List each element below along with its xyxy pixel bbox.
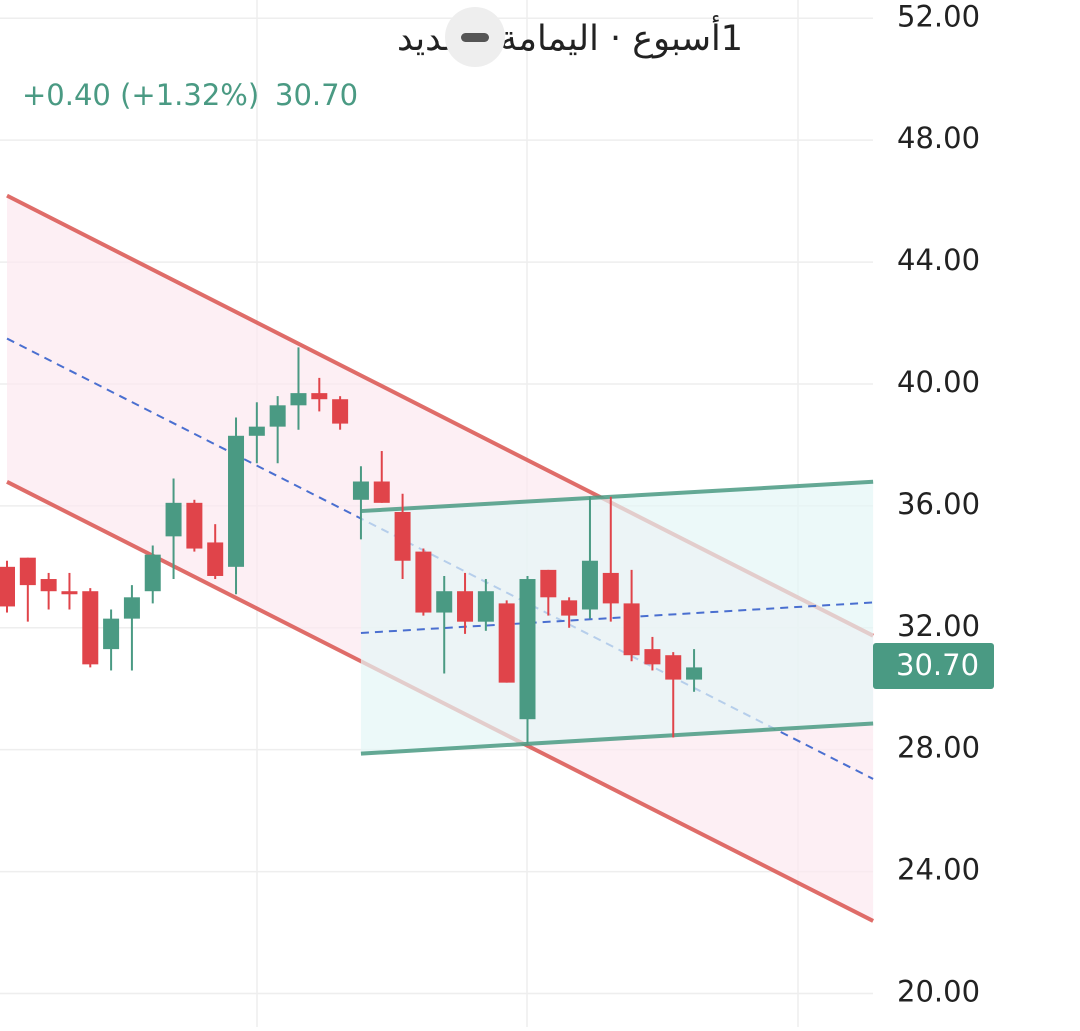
candle-body	[540, 569, 557, 598]
y-tick-label: 40.00	[897, 365, 980, 399]
price-tag	[873, 643, 994, 689]
y-tick-label: 24.00	[897, 853, 980, 887]
candle-body	[686, 667, 703, 680]
candle-body	[373, 481, 390, 503]
y-tick-label: 20.00	[897, 974, 980, 1008]
candle-body	[165, 502, 182, 537]
last-price: 30.70	[275, 78, 358, 112]
candle-body	[40, 579, 57, 592]
y-axis: 20.00 24.00 28.00 32.00 36.00 40.00 44.00 48.00…	[897, 0, 980, 1008]
candle-body	[602, 572, 619, 604]
y-tick-label: 36.00	[897, 487, 980, 521]
channels	[6, 193, 875, 923]
candle-body	[623, 603, 640, 656]
channel-mid	[360, 601, 874, 634]
channel-mid	[6, 337, 874, 780]
candle-body	[61, 591, 78, 595]
candle-body	[123, 597, 140, 619]
candle-body	[269, 405, 286, 427]
candle-body	[19, 557, 36, 586]
candle-body	[436, 591, 453, 613]
y-tick-label: 52.00	[897, 0, 980, 33]
candle-body	[0, 566, 15, 607]
candle-body	[415, 551, 432, 613]
channel-upper	[360, 479, 874, 514]
channel-lower	[360, 721, 874, 756]
candle-body	[144, 554, 161, 592]
candle-body	[519, 579, 536, 720]
change: +0.40 (+1.32%)	[22, 78, 259, 112]
candle-body	[290, 393, 307, 406]
y-tick-label: 48.00	[897, 121, 980, 155]
candle-body	[581, 560, 598, 610]
collapse-icon	[461, 33, 489, 42]
candle-body	[477, 591, 494, 622]
candle-body	[457, 591, 474, 622]
candle-body	[311, 393, 328, 400]
candle-body	[561, 600, 578, 616]
candle-body	[82, 591, 99, 665]
candles	[0, 347, 703, 744]
candle-body	[498, 603, 515, 683]
y-tick-label: 28.00	[897, 731, 980, 765]
candle-body	[207, 542, 224, 576]
candle-body	[186, 502, 203, 549]
y-tick-label: 32.00	[897, 609, 980, 643]
candle-body	[394, 511, 411, 561]
price-tag-label: 30.70	[896, 648, 979, 682]
candle-body	[103, 618, 120, 650]
candle-body	[644, 649, 661, 665]
candle-body	[665, 655, 682, 680]
candle-body	[352, 481, 369, 500]
candle-body	[248, 426, 265, 436]
candle-body	[228, 435, 245, 567]
y-tick-label: 44.00	[897, 243, 980, 277]
candle-body	[332, 399, 349, 424]
